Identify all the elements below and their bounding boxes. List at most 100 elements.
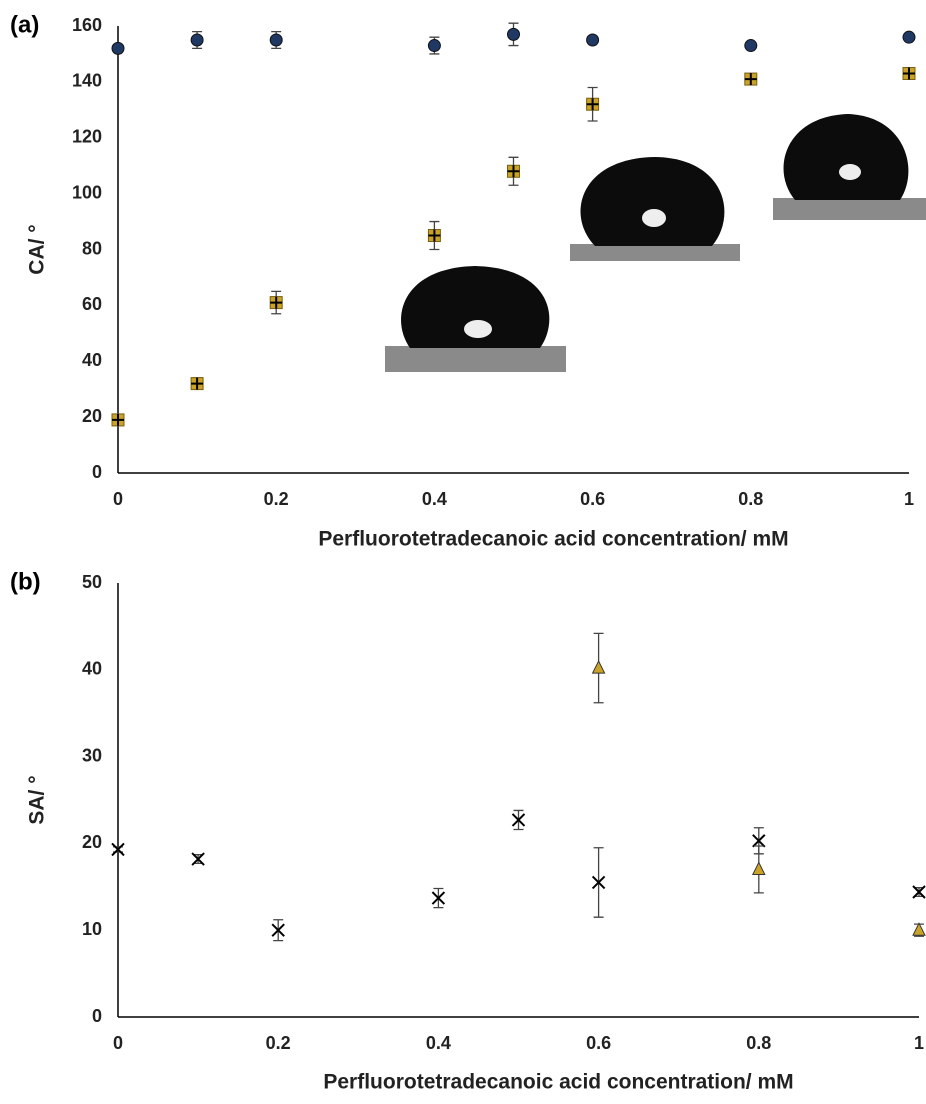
data-point — [111, 413, 125, 427]
marker-plus — [112, 413, 124, 426]
x-tick-label: 0.2 — [264, 489, 289, 509]
data-point — [269, 296, 283, 310]
marker-triangle — [591, 659, 606, 674]
droplet-inset — [570, 157, 740, 261]
data-point — [511, 813, 526, 827]
marker-circle — [744, 39, 758, 53]
y-tick-label: 20 — [82, 406, 102, 426]
y-tick-label: 60 — [82, 294, 102, 314]
y-tick-label: 0 — [92, 462, 102, 482]
marker-x — [511, 813, 526, 827]
data-point — [751, 861, 766, 875]
marker-plus — [507, 165, 520, 178]
data-point — [427, 39, 441, 53]
y-tick-label: 140 — [72, 71, 102, 91]
y-tick-label: 20 — [82, 832, 102, 852]
marker-circle — [427, 39, 441, 53]
marker-circle — [111, 41, 125, 55]
data-point — [427, 229, 441, 243]
marker-plus — [744, 73, 757, 86]
substrate — [773, 198, 926, 220]
x-tick-label: 0.4 — [426, 1033, 451, 1053]
data-point — [431, 891, 446, 905]
y-tick-label: 160 — [72, 15, 102, 35]
x-tick-label: 0.6 — [586, 1033, 611, 1053]
reflection — [839, 164, 861, 180]
data-point — [591, 659, 606, 674]
data-point — [190, 33, 204, 47]
marker-circle — [190, 33, 204, 47]
y-tick-label: 120 — [72, 127, 102, 147]
reflection — [642, 209, 666, 227]
marker-triangle — [751, 861, 766, 875]
marker-x — [431, 891, 446, 905]
marker-x — [191, 852, 205, 866]
data-point — [912, 922, 926, 936]
marker-circle — [586, 33, 600, 47]
y-tick-label: 100 — [72, 182, 102, 202]
x-tick-label: 0.2 — [266, 1033, 291, 1053]
marker-x — [591, 875, 606, 890]
data-point — [744, 39, 758, 53]
substrate — [385, 346, 566, 372]
marker-triangle — [912, 922, 926, 936]
marker-plus — [428, 229, 441, 242]
panel-label: (b) — [10, 568, 41, 595]
reflection — [464, 320, 492, 338]
marker-circle — [902, 30, 916, 44]
data-point — [507, 164, 520, 178]
data-point — [586, 33, 600, 47]
droplet — [783, 114, 909, 200]
x-tick-label: 1 — [914, 1033, 924, 1053]
data-point — [111, 842, 125, 857]
y-tick-label: 30 — [82, 745, 102, 765]
y-axis-title: CA/ ° — [26, 224, 49, 274]
y-tick-label: 40 — [82, 659, 102, 679]
data-point — [271, 923, 285, 937]
marker-plus — [586, 98, 599, 111]
marker-plus — [903, 67, 915, 80]
substrate — [570, 244, 740, 261]
marker-circle — [507, 27, 520, 41]
y-tick-label: 40 — [82, 350, 102, 370]
y-tick-label: 80 — [82, 238, 102, 258]
x-axis-title: Perfluorotetradecanoic acid concentratio… — [318, 528, 788, 551]
data-point — [912, 885, 926, 899]
data-point — [902, 66, 916, 80]
x-axis-title: Perfluorotetradecanoic acid concentratio… — [323, 1071, 793, 1094]
x-tick-label: 0 — [113, 1033, 123, 1053]
data-point — [269, 33, 283, 47]
y-tick-label: 50 — [82, 572, 102, 592]
x-tick-label: 0.6 — [580, 489, 605, 509]
droplet-inset — [773, 114, 926, 220]
data-point — [507, 27, 520, 41]
data-point — [752, 834, 766, 848]
data-point — [190, 377, 204, 391]
y-tick-label: 10 — [82, 919, 102, 939]
x-tick-label: 0.4 — [422, 489, 447, 509]
data-point — [744, 72, 758, 86]
y-tick-label: 0 — [92, 1006, 102, 1026]
panel-label: (a) — [10, 11, 39, 38]
x-tick-label: 1 — [904, 489, 914, 509]
droplet — [580, 157, 725, 246]
data-point — [591, 875, 606, 890]
marker-x — [752, 834, 766, 848]
droplet — [401, 266, 550, 348]
y-axis-title: SA/ ° — [26, 775, 49, 824]
x-tick-label: 0 — [113, 489, 123, 509]
marker-x — [111, 842, 125, 857]
marker-plus — [270, 296, 283, 309]
marker-circle — [269, 33, 283, 47]
marker-plus — [191, 377, 204, 390]
x-tick-label: 0.8 — [746, 1033, 771, 1053]
x-tick-label: 0.8 — [738, 489, 763, 509]
marker-x — [271, 923, 285, 937]
data-point — [111, 41, 125, 55]
droplet-inset — [385, 266, 566, 372]
data-point — [191, 852, 205, 866]
marker-x — [912, 885, 926, 899]
data-point — [586, 97, 600, 111]
data-point — [902, 30, 916, 44]
